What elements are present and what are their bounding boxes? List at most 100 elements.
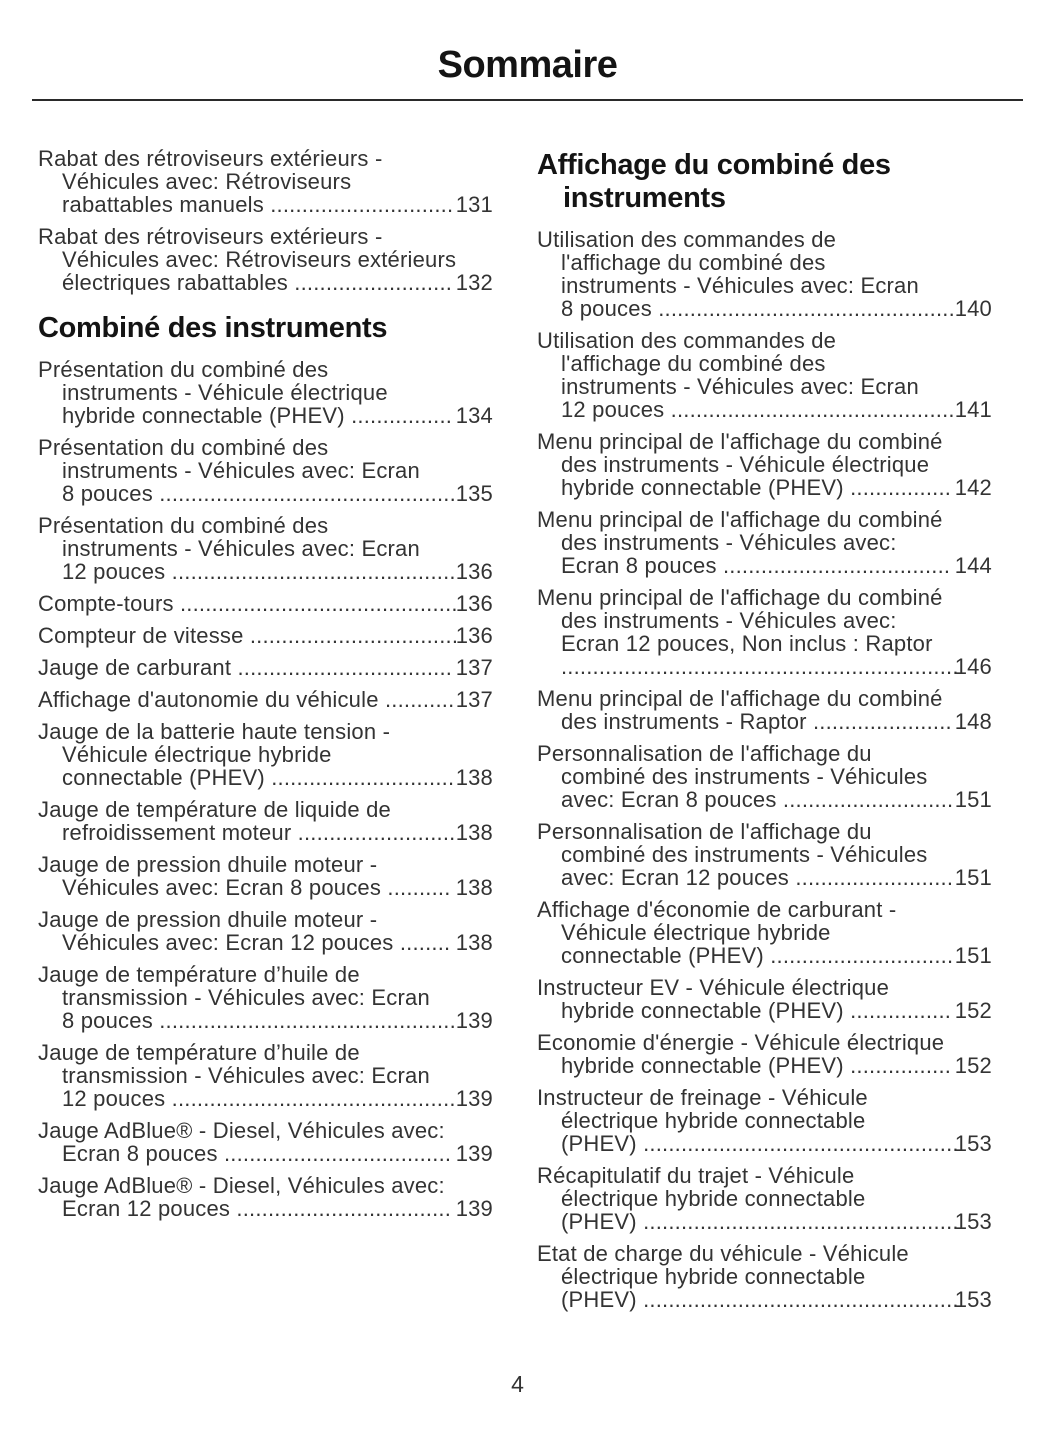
dot-leader: ........................................… — [636, 1209, 959, 1234]
toc-entry-title: Instructeur de freinage - Véhicule élect… — [537, 1085, 868, 1156]
dot-leader: ................................. — [243, 623, 459, 648]
toc-entry-title: Jauge de carburant — [38, 655, 232, 680]
toc-entry[interactable]: Présentation du combiné des instruments … — [38, 514, 493, 583]
toc-entry-title: Menu principal de l'affichage du combiné… — [537, 429, 943, 500]
page-ref: 136 — [455, 623, 493, 648]
page-ref: 139 — [455, 1008, 493, 1033]
toc-entry[interactable]: Présentation du combiné des instruments … — [38, 358, 493, 427]
page-ref: 146 — [954, 654, 992, 679]
page-ref: 148 — [954, 709, 992, 734]
page-ref: 131 — [455, 192, 493, 217]
page-ref: 138 — [455, 765, 493, 790]
dot-leader: ............................. — [263, 192, 454, 217]
dot-leader: ........................................… — [152, 1008, 456, 1033]
dot-leader: ........................................… — [561, 654, 959, 679]
dot-leader: ........... — [378, 687, 455, 712]
page-ref: 153 — [954, 1131, 992, 1156]
toc-entry[interactable]: Affichage d'autonomie du véhicule ......… — [38, 688, 493, 711]
toc-entry-title: Jauge de température d’huile de transmis… — [38, 962, 430, 1033]
toc-entry-title: Jauge de pression dhuile moteur - Véhicu… — [38, 907, 394, 955]
title-divider — [32, 99, 1023, 101]
toc-entry[interactable]: Rabat des rétroviseurs extérieurs - Véhi… — [38, 225, 493, 294]
toc-entry[interactable]: Etat de charge du véhicule - Véhicule él… — [537, 1242, 992, 1311]
toc-entry[interactable]: Menu principal de l'affichage du combiné… — [537, 430, 992, 499]
page-ref: 152 — [954, 998, 992, 1023]
toc-entry[interactable]: Présentation du combiné des instruments … — [38, 436, 493, 505]
toc-entry-title: Utilisation des commandes de l'affichage… — [537, 227, 919, 321]
dot-leader: ......................... — [291, 820, 456, 845]
dot-leader: .................................... — [217, 1141, 452, 1166]
toc-entry-title: Jauge de la batterie haute tension - Véh… — [38, 719, 391, 790]
toc-entry[interactable]: Rabat des rétroviseurs extérieurs - Véhi… — [38, 147, 493, 216]
dot-leader: ................ — [843, 998, 952, 1023]
toc-entry-title: Compteur de vitesse — [38, 623, 244, 648]
page-ref: 136 — [455, 591, 493, 616]
toc-entry-title: Présentation du combiné des instruments … — [38, 435, 420, 506]
toc-entry[interactable]: Personnalisation de l'affichage du combi… — [537, 820, 992, 889]
toc-entry[interactable]: Compteur de vitesse ....................… — [38, 624, 493, 647]
toc-entry-title: Personnalisation de l'affichage du combi… — [537, 819, 928, 890]
toc-entry-title: Jauge AdBlue® - Diesel, Véhicules avec: … — [38, 1118, 445, 1166]
toc-entry[interactable]: Utilisation des commandes de l'affichage… — [537, 329, 992, 421]
toc-entry[interactable]: Jauge de température d’huile de transmis… — [38, 963, 493, 1032]
toc-entry-title: Présentation du combiné des instruments … — [38, 357, 388, 428]
toc-entry[interactable]: Jauge de température d’huile de transmis… — [38, 1041, 493, 1110]
toc-entry-title: Economie d'énergie - Véhicule électrique… — [537, 1030, 945, 1078]
toc-entry[interactable]: Jauge de la batterie haute tension - Véh… — [38, 720, 493, 789]
toc-entry[interactable]: Récapitulatif du trajet - Véhicule élect… — [537, 1164, 992, 1233]
toc-entry[interactable]: Jauge AdBlue® - Diesel, Véhicules avec: … — [38, 1174, 493, 1220]
page-ref: 153 — [954, 1287, 992, 1312]
toc-entry-title: Menu principal de l'affichage du combiné… — [537, 585, 943, 656]
dot-leader: ............................. — [264, 765, 455, 790]
dot-leader: ......................... — [287, 270, 453, 295]
toc-entry[interactable]: Menu principal de l'affichage du combiné… — [537, 687, 992, 733]
dot-leader: ........................................… — [664, 397, 955, 422]
dot-leader: ............................. — [763, 943, 954, 968]
toc-entry-title: Récapitulatif du trajet - Véhicule élect… — [537, 1163, 866, 1234]
dot-leader: .......... — [381, 875, 451, 900]
toc-entry[interactable]: Instructeur de freinage - Véhicule élect… — [537, 1086, 992, 1155]
dot-leader: ........................................… — [165, 559, 456, 584]
toc-entry[interactable]: Jauge AdBlue® - Diesel, Véhicules avec: … — [38, 1119, 493, 1165]
toc-entry[interactable]: Utilisation des commandes de l'affichage… — [537, 228, 992, 320]
dot-leader: ........................................… — [152, 481, 456, 506]
toc-entry[interactable]: Economie d'énergie - Véhicule électrique… — [537, 1031, 992, 1077]
footer-page-number: 4 — [511, 1371, 524, 1397]
dot-leader: ........................................… — [651, 296, 955, 321]
toc-entry[interactable]: Affichage d'économie de carburant - Véhi… — [537, 898, 992, 967]
dot-leader: ................ — [843, 475, 952, 500]
toc-entry-title: Rabat des rétroviseurs extérieurs - Véhi… — [38, 224, 457, 295]
toc-entry[interactable]: Jauge de température de liquide de refro… — [38, 798, 493, 844]
page-ref: 139 — [455, 1141, 493, 1166]
page-ref: 137 — [455, 655, 493, 680]
page-ref: 139 — [455, 1196, 493, 1221]
dot-leader: .................................. — [231, 655, 453, 680]
dot-leader: .................................. — [230, 1196, 452, 1221]
toc-entry[interactable]: Jauge de pression dhuile moteur - Véhicu… — [38, 853, 493, 899]
toc-entry[interactable]: Personnalisation de l'affichage du combi… — [537, 742, 992, 811]
page-ref: 134 — [455, 403, 493, 428]
page-ref: 151 — [954, 787, 992, 812]
dot-leader: ...................... — [806, 709, 952, 734]
section-heading-combine-des-instruments: Combiné des instruments — [38, 312, 388, 344]
page-ref: 132 — [455, 270, 493, 295]
toc-entry[interactable]: Instructeur EV - Véhicule électrique hyb… — [537, 976, 992, 1022]
page-ref: 144 — [954, 553, 992, 578]
toc-entry[interactable]: Menu principal de l'affichage du combiné… — [537, 586, 992, 678]
page-ref: 151 — [954, 865, 992, 890]
page-ref: 138 — [455, 820, 493, 845]
dot-leader: ........................... — [776, 787, 954, 812]
page-title: Sommaire — [437, 44, 618, 86]
page-ref: 137 — [455, 687, 493, 712]
toc-entry-title: Instructeur EV - Véhicule électrique hyb… — [537, 975, 890, 1023]
toc-entry[interactable]: Menu principal de l'affichage du combiné… — [537, 508, 992, 577]
toc-entry-title: Présentation du combiné des instruments … — [38, 513, 420, 584]
dot-leader: ........ — [393, 930, 451, 955]
toc-entry-title: Affichage d'économie de carburant - Véhi… — [537, 897, 897, 968]
toc-entry[interactable]: Jauge de pression dhuile moteur - Véhicu… — [38, 908, 493, 954]
toc-entry[interactable]: Jauge de carburant .....................… — [38, 656, 493, 679]
toc-entry[interactable]: Compte-tours ...........................… — [38, 592, 493, 615]
page-ref: 141 — [954, 397, 992, 422]
page-ref: 142 — [954, 475, 992, 500]
toc-entry-title: Compte-tours — [38, 591, 174, 616]
